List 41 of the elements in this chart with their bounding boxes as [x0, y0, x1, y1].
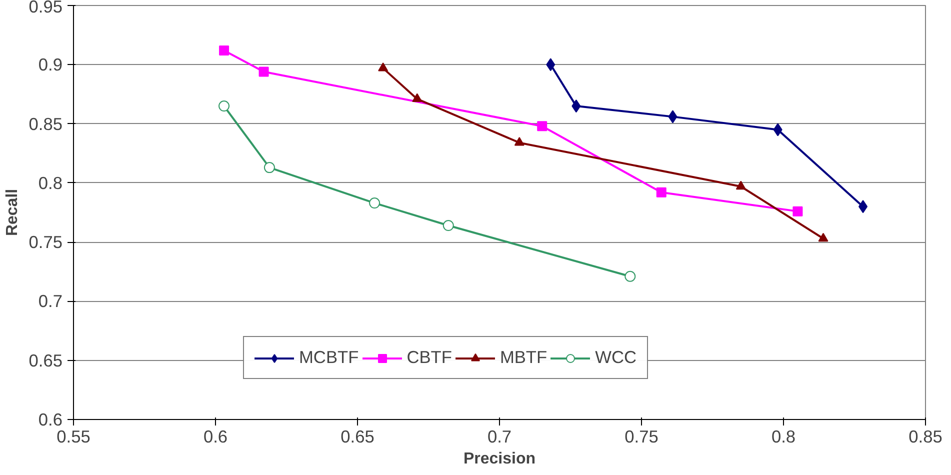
x-tick-label: 0.8: [771, 426, 796, 446]
y-tick-label: 0.9: [38, 54, 63, 75]
point: [369, 198, 380, 209]
point: [818, 232, 828, 242]
legend-label: MBTF: [500, 347, 548, 368]
y-tick-label: 0.8: [38, 172, 63, 193]
x-tick-label: 0.7: [487, 426, 512, 446]
point: [514, 137, 524, 146]
y-tick-label: 0.85: [28, 114, 63, 134]
point: [624, 270, 636, 282]
point: [858, 200, 868, 214]
point: [572, 100, 581, 113]
point: [668, 110, 678, 124]
point: [218, 100, 230, 112]
x-axis-title: Precision: [463, 450, 536, 468]
x-tick-label: 0.6: [203, 426, 228, 446]
point: [773, 123, 782, 136]
x-tick-label: 0.75: [624, 426, 658, 446]
point: [546, 58, 556, 72]
point: [656, 187, 666, 198]
y-tick-label: 0.7: [38, 291, 63, 312]
legend-label: CBTF: [406, 347, 452, 368]
y-axis-title: Recall: [4, 188, 21, 236]
point: [792, 206, 803, 216]
point: [412, 93, 422, 102]
y-tick-label: 0.65: [28, 350, 63, 370]
point: [264, 162, 275, 174]
y-tick-label: 0.95: [28, 0, 63, 16]
y-tick-label: 0.75: [28, 232, 63, 252]
legend-label: MCBTF: [299, 347, 359, 368]
point: [442, 220, 454, 231]
y-tick-label: 0.6: [38, 410, 63, 430]
point: [537, 121, 548, 132]
point: [219, 45, 230, 56]
x-tick-label: 0.85: [908, 426, 942, 446]
point: [736, 180, 746, 190]
point: [258, 66, 269, 77]
point: [378, 62, 388, 72]
x-tick-label: 0.65: [340, 426, 374, 446]
legend-label: WCC: [595, 347, 636, 368]
x-tick-label: 0.55: [56, 426, 90, 446]
